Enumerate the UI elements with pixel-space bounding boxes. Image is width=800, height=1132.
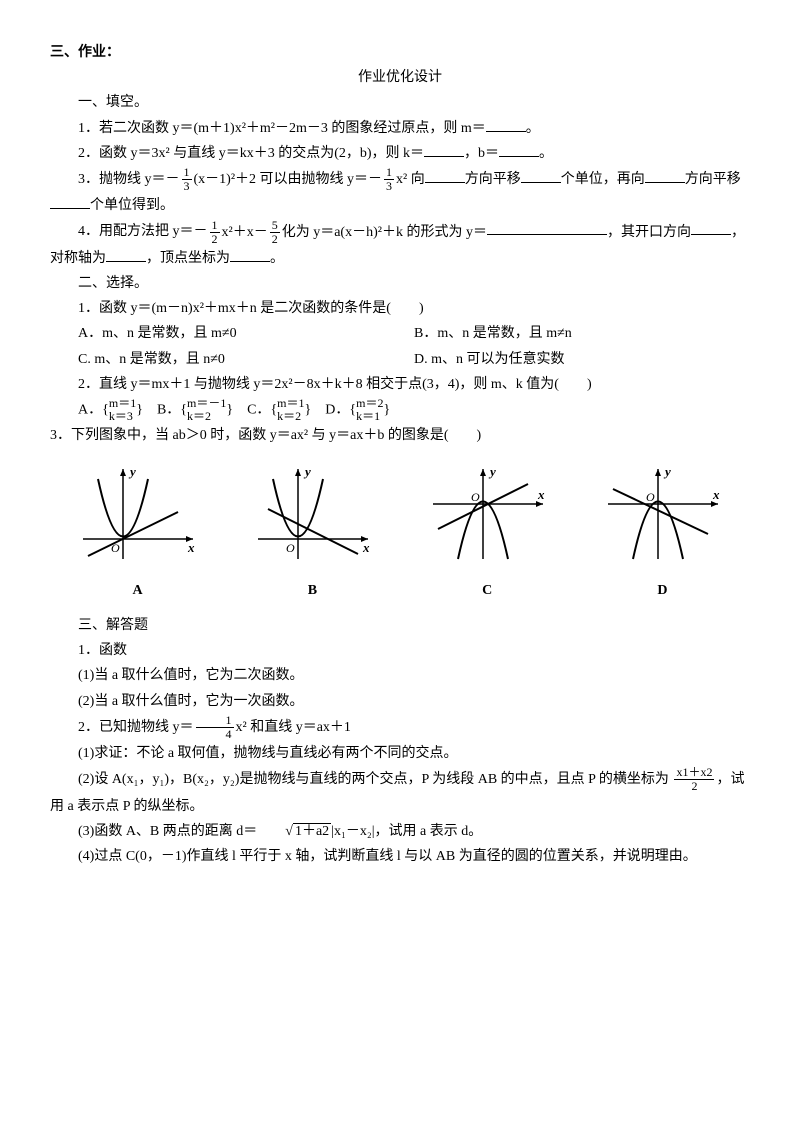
svg-text:x: x	[187, 540, 195, 555]
blank	[230, 247, 270, 262]
svg-text:O: O	[646, 490, 655, 504]
opt-a-label: A．	[78, 402, 102, 417]
q3-c: x² 向	[396, 172, 425, 187]
graph-a: x y O	[78, 464, 198, 573]
s3-q2-3: (3)函数 A、B 两点的距离 d＝1＋a2|x₁－x₂|，试用 a 表示 d。	[50, 819, 750, 844]
q3-f: 方向平移	[685, 172, 741, 187]
opt-d: D. m、n 可以为任意实数	[414, 347, 750, 372]
s3-q2-4: (4)过点 C(0，－1)作直线 l 平行于 x 轴，试判断直线 l 与以 AB…	[50, 844, 750, 869]
blank	[106, 247, 146, 262]
svg-text:x: x	[712, 487, 720, 502]
q4-c: 化为 y＝a(x－h)²＋k 的形式为 y＝	[282, 224, 487, 239]
graph-labels: A B C D	[50, 578, 750, 603]
s2-q3: 3．下列图象中，当 ab＞0 时，函数 y＝ax² 与 y＝ax＋b 的图象是(…	[50, 423, 750, 448]
q4-end: 。	[270, 251, 284, 266]
frac-5-2: 52	[270, 219, 280, 246]
q2-end: 。	[539, 146, 553, 161]
frac-1-3b: 13	[384, 166, 394, 193]
q2-2a: (2)设 A(x₁，y₁)，B(x₂，y₂)是抛物线与直线的两个交点，P 为线段…	[78, 772, 669, 787]
blank	[424, 142, 464, 157]
blank	[691, 220, 731, 235]
opt-b-label: B．	[157, 402, 180, 417]
q2-3a: (3)函数 A、B 两点的距离 d＝	[78, 824, 257, 839]
s3-title: 三、解答题	[50, 613, 750, 638]
s1-q3: 3．抛物线 y＝－13(x－1)²＋2 可以由抛物线 y＝－13x² 向方向平移…	[50, 166, 750, 219]
s3-q2-1: (1)求证：不论 a 取何值，抛物线与直线必有两个不同的交点。	[50, 741, 750, 766]
q1-end: 。	[526, 121, 540, 136]
s3-q2-2: (2)设 A(x₁，y₁)，B(x₂，y₂)是抛物线与直线的两个交点，P 为线段…	[50, 766, 750, 819]
brace-b: m＝－1k＝2	[187, 397, 226, 423]
section-title: 三、作业：	[50, 45, 120, 60]
opt-a: A．m、n 是常数，且 m≠0	[78, 321, 414, 346]
s1-q4: 4．用配方法把 y＝－12x²＋x－52化为 y＝a(x－h)²＋k 的形式为 …	[50, 219, 750, 272]
svg-text:y: y	[128, 464, 136, 479]
s2-q2: 2．直线 y＝mx＋1 与抛物线 y＝2x²－8x＋k＋8 相交于点(3，4)，…	[50, 372, 750, 397]
q4-d: ，其开口方向	[607, 224, 691, 239]
svg-text:y: y	[303, 464, 311, 479]
q2-a: 2．已知抛物线 y＝	[78, 720, 194, 735]
q2-b: x² 和直线 y＝ax＋1	[236, 720, 351, 735]
blank	[521, 168, 561, 183]
blank	[645, 168, 685, 183]
label-c: C	[482, 578, 492, 603]
blank	[425, 168, 465, 183]
label-d: D	[657, 578, 667, 603]
frac-1-3: 13	[182, 166, 192, 193]
q2-a: 2．函数 y＝3x² 与直线 y＝kx＋3 的交点为(2，b)，则 k＝	[78, 146, 424, 161]
q4-b: x²＋x－	[222, 224, 268, 239]
q4-a: 4．用配方法把 y＝－	[78, 224, 208, 239]
svg-text:x: x	[537, 487, 545, 502]
s1-title: 一、填空。	[50, 90, 750, 115]
opt-c: C. m、n 是常数，且 n≠0	[78, 347, 414, 372]
brace-d: m＝2k＝1	[356, 397, 383, 423]
svg-text:O: O	[286, 541, 295, 555]
q3-b: (x－1)²＋2 可以由抛物线 y＝－	[194, 172, 383, 187]
opt-b: B．m、n 是常数，且 m≠n	[414, 321, 750, 346]
graph-b: x y O	[253, 464, 373, 573]
q3-a: 3．抛物线 y＝－	[78, 172, 180, 187]
blank	[50, 194, 90, 209]
label-b: B	[308, 578, 317, 603]
q3-g: 个单位得到。	[90, 198, 174, 213]
q2-3b: |x₁－x₂|，试用 a 表示 d。	[331, 824, 482, 839]
q2-b: ，b＝	[464, 146, 499, 161]
q4-f: ，顶点坐标为	[146, 251, 230, 266]
s2-title: 二、选择。	[50, 271, 750, 296]
s2-q2-opts: A．{m＝1k＝3} B．{m＝－1k＝2} C．{m＝1k＝2} D．{m＝2…	[78, 397, 750, 423]
opt-c-label: C．	[247, 402, 270, 417]
s2-q1: 1．函数 y＝(m－n)x²＋mx＋n 是二次函数的条件是( )	[50, 296, 750, 321]
blank	[486, 117, 526, 132]
svg-text:x: x	[362, 540, 370, 555]
s2-q1-opts: A．m、n 是常数，且 m≠0 B．m、n 是常数，且 m≠n C. m、n 是…	[78, 321, 750, 371]
sqrt-icon: 1＋a2	[257, 819, 331, 844]
frac-1-2: 12	[210, 219, 220, 246]
svg-text:y: y	[488, 464, 496, 479]
s1-q1: 1．若二次函数 y＝(m＋1)x²＋m²－2m－3 的图象经过原点，则 m＝ 。	[50, 116, 750, 141]
graph-d: x y O	[603, 464, 723, 573]
graph-row: x y O x y O x y O	[50, 464, 750, 573]
q3-d: 方向平移	[465, 172, 521, 187]
frac-1-4: 14	[196, 714, 234, 741]
brace-c: m＝1k＝2	[277, 397, 304, 423]
svg-text:y: y	[663, 464, 671, 479]
label-a: A	[133, 578, 143, 603]
frac-x: x1＋x22	[674, 766, 714, 793]
s3-q1: 1．函数	[50, 638, 750, 663]
opt-d-label: D．	[325, 402, 349, 417]
graph-c: x y O	[428, 464, 548, 573]
s1-q2: 2．函数 y＝3x² 与直线 y＝kx＋3 的交点为(2，b)，则 k＝ ，b＝ 。	[50, 141, 750, 166]
main-title: 作业优化设计	[50, 65, 750, 90]
s3-q1-1: (1)当 a 取什么值时，它为二次函数。	[50, 663, 750, 688]
svg-text:O: O	[471, 490, 480, 504]
s3-q1-2: (2)当 a 取什么值时，它为一次函数。	[50, 689, 750, 714]
s3-q2: 2．已知抛物线 y＝14x² 和直线 y＝ax＋1	[50, 714, 750, 741]
blank	[487, 220, 607, 235]
blank	[499, 142, 539, 157]
section-header: 三、作业：	[50, 40, 750, 65]
brace-a: m＝1k＝3	[109, 397, 136, 423]
q1-text: 1．若二次函数 y＝(m＋1)x²＋m²－2m－3 的图象经过原点，则 m＝	[78, 121, 486, 136]
q3-e: 个单位，再向	[561, 172, 645, 187]
